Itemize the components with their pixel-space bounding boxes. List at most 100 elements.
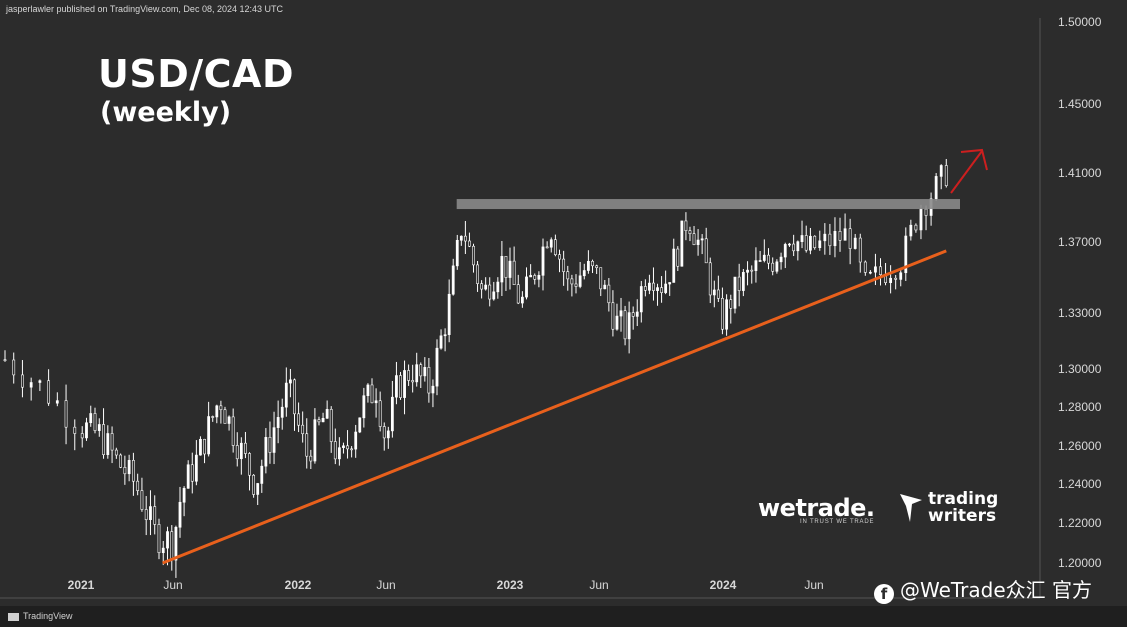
support-trendline	[162, 249, 947, 565]
candle-body	[374, 400, 378, 404]
candle-body	[858, 237, 862, 263]
candle-body	[131, 460, 135, 482]
candle-body	[399, 375, 402, 398]
candle-body	[186, 464, 190, 489]
candle-body	[848, 228, 852, 249]
candle-body	[97, 424, 101, 431]
candle-body	[800, 235, 804, 242]
candle-body	[3, 359, 7, 361]
tradingview-logo: TradingView	[8, 611, 73, 621]
candle-body	[284, 382, 288, 408]
watermark: f @WeTrade众汇 官方	[874, 574, 1092, 604]
x-tick-label: Jun	[376, 578, 395, 592]
candle-body	[611, 302, 615, 330]
candle-body	[21, 374, 24, 388]
candle-body	[496, 281, 500, 293]
candle-body	[692, 233, 696, 245]
wetrade-logo: wetrade.	[758, 494, 875, 522]
candle-body	[562, 258, 566, 272]
candle-body	[508, 260, 512, 278]
candle-body	[771, 262, 775, 272]
candle-body	[704, 238, 708, 264]
candle-body	[480, 283, 484, 290]
candle-body	[127, 460, 131, 475]
candle-body	[276, 417, 280, 428]
candle-body	[305, 433, 309, 457]
candle-body	[792, 243, 796, 252]
candle-body	[161, 547, 165, 554]
candle-body	[595, 265, 599, 268]
candle-body	[599, 267, 603, 290]
candle-body	[431, 385, 435, 394]
candle-body	[403, 370, 406, 398]
candle-body	[924, 208, 928, 216]
resistance-band	[456, 199, 960, 210]
candle-body	[123, 467, 127, 475]
y-tick-label: 1.24000	[1058, 477, 1102, 491]
candle-body	[775, 261, 779, 272]
x-tick-label: 2023	[497, 578, 524, 592]
candle-body	[239, 442, 243, 460]
candle-body	[688, 230, 692, 235]
x-tick-label: Jun	[804, 578, 823, 592]
candle-body	[252, 474, 256, 495]
x-tick-label: 2024	[710, 578, 737, 592]
candle-body	[223, 409, 227, 424]
candle-body	[741, 272, 745, 291]
chart-subtitle: (weekly)	[100, 97, 232, 128]
candle-body	[455, 239, 459, 267]
trading-writers-icon	[900, 494, 922, 522]
candle-body	[119, 454, 123, 468]
candle-body	[804, 235, 808, 251]
candle-body	[411, 380, 415, 383]
candle-body	[664, 283, 668, 293]
candle-body	[211, 416, 215, 418]
candle-body	[853, 237, 857, 249]
candle-body	[144, 509, 148, 520]
breakout-arrow-head	[960, 148, 988, 171]
candle-body	[419, 364, 423, 377]
candle-body	[879, 266, 882, 275]
candle-body	[648, 282, 651, 291]
candle-body	[317, 419, 321, 423]
candle-body	[309, 455, 313, 462]
candle-body	[934, 176, 938, 200]
y-tick-label: 1.45000	[1058, 97, 1102, 111]
breakout-arrow-shaft	[950, 150, 983, 194]
candle-body	[631, 312, 635, 317]
candle-body	[29, 382, 33, 388]
candle-body	[566, 271, 570, 280]
candle-body	[863, 261, 867, 273]
facebook-icon: f	[874, 584, 894, 604]
y-tick-label: 1.22000	[1058, 516, 1102, 530]
candle-body	[231, 416, 235, 446]
candle-body	[244, 442, 247, 454]
candle-body	[788, 243, 791, 246]
candle-body	[289, 379, 292, 384]
trading-writers-logo: trading writers	[928, 491, 998, 525]
candle-body	[541, 246, 545, 276]
candle-body	[615, 315, 619, 330]
candle-body	[586, 260, 590, 271]
candle-body	[516, 284, 520, 304]
candle-body	[635, 311, 639, 317]
candle-body	[89, 413, 93, 424]
candle-body	[783, 244, 787, 258]
candle-body	[492, 291, 496, 300]
candle-body	[325, 409, 329, 419]
candle-body	[500, 256, 504, 283]
candle-body	[264, 437, 268, 467]
candle-body	[684, 220, 688, 231]
candle-body	[73, 426, 77, 434]
candle-body	[529, 275, 533, 278]
candle-body	[603, 284, 607, 290]
candle-body	[843, 228, 847, 241]
candle-body	[427, 367, 431, 394]
chart-title: USD/CAD	[98, 52, 294, 96]
candle-body	[93, 413, 97, 431]
candle-body	[712, 289, 716, 296]
candle-body	[537, 275, 541, 280]
candle-body	[215, 405, 219, 418]
candle-body	[342, 445, 345, 448]
